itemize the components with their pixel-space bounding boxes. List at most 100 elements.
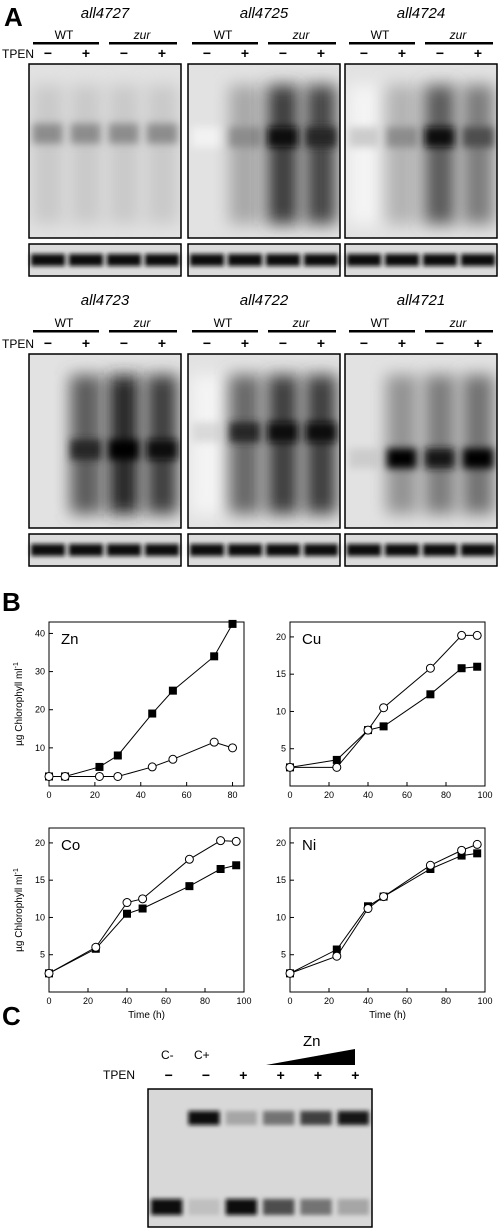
gene-label: all4724 xyxy=(397,5,445,22)
data-point-circle xyxy=(363,725,373,735)
tpen-sign: − xyxy=(436,45,444,61)
zur-bar xyxy=(425,330,493,333)
loading-band xyxy=(68,254,104,266)
lane-band xyxy=(462,127,494,148)
data-point-square xyxy=(210,652,219,661)
lane-band xyxy=(191,422,223,443)
tpen-sign: − xyxy=(44,335,52,351)
wt-label: WT xyxy=(55,316,74,330)
lane-band xyxy=(424,448,456,469)
loading-band xyxy=(303,544,339,556)
y-axis-label: µg Chlorophyll ml-1 xyxy=(13,868,25,952)
x-tick-label: 40 xyxy=(363,790,373,800)
tpen-sign: + xyxy=(314,1067,322,1083)
y-tick-label: 10 xyxy=(276,912,286,922)
northern-blot xyxy=(344,353,498,529)
zn-gradient-wedge xyxy=(266,1049,355,1065)
loading-control-blot xyxy=(187,243,341,277)
zur-label: zur xyxy=(292,316,311,330)
tpen-label: TPEN xyxy=(2,337,34,351)
data-point-square xyxy=(457,664,466,673)
lane-smear xyxy=(386,374,418,515)
lane-smear xyxy=(462,374,494,515)
y-tick-label: 20 xyxy=(35,705,45,715)
y-tick-label: 5 xyxy=(281,744,286,754)
lane-smear xyxy=(108,84,140,225)
data-point-circle xyxy=(138,894,148,904)
data-point-square xyxy=(138,904,147,913)
tpen-sign: − xyxy=(279,45,287,61)
northern-blot xyxy=(187,63,341,239)
emsa-gel xyxy=(148,1089,372,1227)
zn-label: Zn xyxy=(303,1033,321,1050)
lane-smear xyxy=(267,374,299,515)
lane-band xyxy=(267,127,299,148)
y-tick-label: 15 xyxy=(35,875,45,885)
x-tick-label: 80 xyxy=(200,996,210,1006)
data-point-circle xyxy=(332,762,342,772)
tpen-sign: − xyxy=(436,335,444,351)
x-tick-label: 0 xyxy=(287,790,292,800)
data-point-square xyxy=(148,709,157,718)
data-point-square xyxy=(216,865,225,873)
data-point-circle xyxy=(379,892,389,902)
data-point-circle xyxy=(472,630,482,640)
tpen-sign: + xyxy=(241,335,249,351)
data-point-circle xyxy=(285,968,295,978)
wt-bar xyxy=(33,330,99,333)
wt-bar xyxy=(192,42,258,45)
tpen-sign: − xyxy=(44,45,52,61)
data-point-circle xyxy=(122,898,132,908)
lane-band xyxy=(146,123,178,144)
free-probe-band xyxy=(300,1199,332,1215)
loading-control-blot xyxy=(344,243,498,277)
loading-band xyxy=(460,254,496,266)
lane-band xyxy=(229,422,261,443)
loading-band xyxy=(30,254,66,266)
y-tick-label: 10 xyxy=(35,912,45,922)
loading-band xyxy=(265,544,301,556)
x-tick-label: 20 xyxy=(90,790,100,800)
loading-band xyxy=(346,254,382,266)
x-tick-label: 20 xyxy=(83,996,93,1006)
tpen-label: TPEN xyxy=(2,47,34,61)
panel-c: C Zn C- C+ TPEN − − + + + + xyxy=(2,1001,373,1228)
lane-smear xyxy=(462,84,494,225)
gene-label: all4727 xyxy=(81,5,130,22)
x-tick-label: 100 xyxy=(477,790,492,800)
data-point-circle xyxy=(332,951,342,961)
lane-smear xyxy=(386,84,418,225)
x-tick-label: 20 xyxy=(324,790,334,800)
wt-label: WT xyxy=(214,316,233,330)
x-tick-label: 40 xyxy=(363,996,373,1006)
lane-band xyxy=(386,127,418,148)
tpen-sign: − xyxy=(360,45,368,61)
y-tick-label: 5 xyxy=(281,950,286,960)
lane-band xyxy=(348,448,380,469)
lane-smear xyxy=(424,374,456,515)
data-point-circle xyxy=(425,663,435,673)
lane-smear xyxy=(32,84,64,225)
wt-bar xyxy=(192,330,258,333)
shifted-band xyxy=(337,1111,370,1125)
loading-control-blot xyxy=(187,533,341,567)
data-point-square xyxy=(228,619,237,628)
wt-bar xyxy=(33,42,99,45)
lane-band xyxy=(146,439,178,460)
data-point-square xyxy=(232,861,241,870)
series-line xyxy=(289,843,478,974)
data-point-circle xyxy=(216,836,226,846)
x-tick-label: 60 xyxy=(161,996,171,1006)
data-point-square xyxy=(95,762,104,771)
tpen-sign: + xyxy=(158,45,166,61)
wt-label: WT xyxy=(214,28,233,42)
tpen-sign: − xyxy=(165,1067,173,1083)
y-tick-label: 20 xyxy=(276,838,286,848)
chart-title: Ni xyxy=(302,837,316,854)
tpen-sign: − xyxy=(279,335,287,351)
northern-blot xyxy=(28,63,182,239)
tpen-sign: + xyxy=(398,335,406,351)
